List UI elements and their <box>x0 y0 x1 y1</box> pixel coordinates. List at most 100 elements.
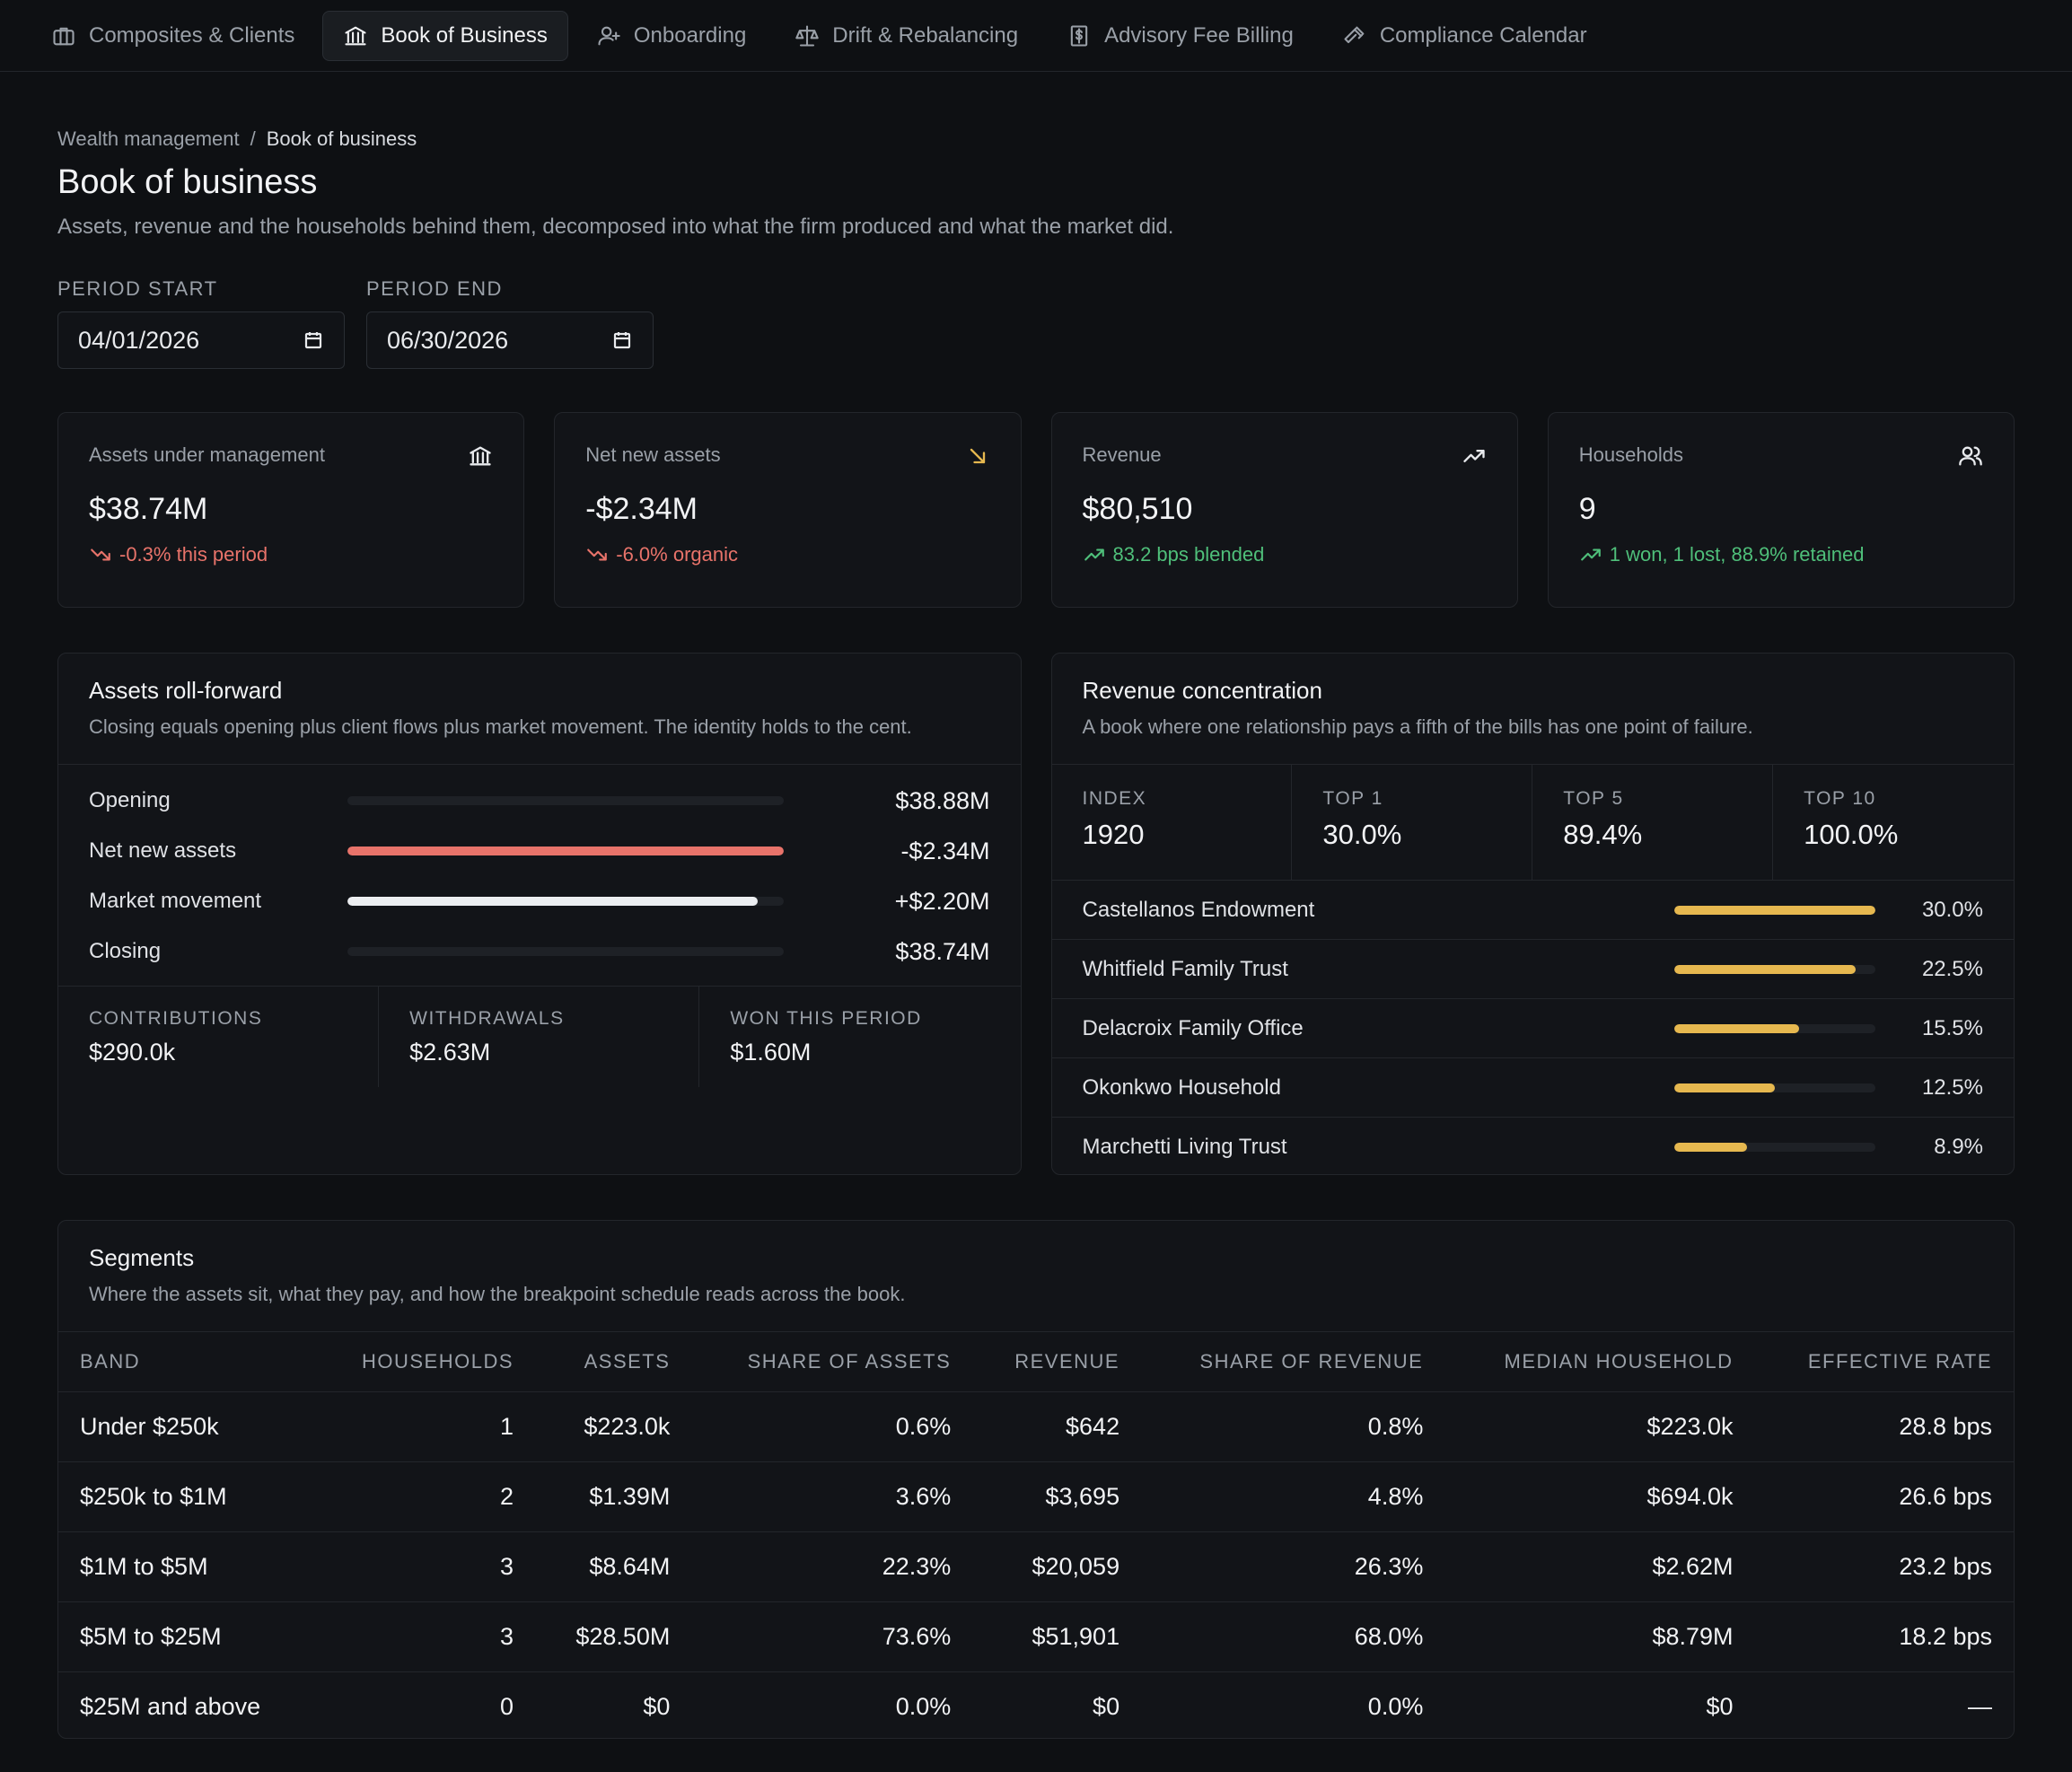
tab-label: Advisory Fee Billing <box>1104 22 1294 48</box>
calendar-icon[interactable] <box>303 329 324 351</box>
share-bar-fill <box>1674 1023 1799 1033</box>
table-row[interactable]: Under $250k 1 $223.0k 0.6% $642 0.8% $223.0k 28… <box>58 1391 2014 1462</box>
segments-title: Segments <box>89 1244 195 1271</box>
column-header[interactable]: MEDIAN HOUSEHOLD <box>1444 1332 1755 1392</box>
kpi-delta-text: -0.3% this period <box>119 543 268 566</box>
period-start-value: 04/01/2026 <box>78 326 200 354</box>
bank-icon <box>345 26 366 45</box>
table-row[interactable]: $1M to $5M 3 $8.64M 22.3% $20,059 26.3% $2.62M… <box>58 1531 2014 1602</box>
column-header[interactable]: EFFECTIVE RATE <box>1754 1332 2014 1392</box>
tab-drift-rebalancing[interactable]: Drift & Rebalancing <box>774 11 1039 61</box>
table-cell: 73.6% <box>691 1601 973 1672</box>
table-row[interactable]: $25M and above 0 $0 0.0% $0 0.0% $0 — <box>58 1671 2014 1738</box>
column-header[interactable]: HOUSEHOLDS <box>312 1332 536 1392</box>
period-end-input[interactable]: 06/30/2026 <box>366 311 654 369</box>
concentration-stats: INDEX 1920 TOP 1 30.0% TOP 5 89.4% TOP 10 100.0… <box>1051 765 2014 881</box>
kpi-card: Revenue $80,510 83.2 bps blended <box>1050 412 1518 608</box>
table-row[interactable]: $5M to $25M 3 $28.50M 73.6% $51,901 68.0% $8.7… <box>58 1601 2014 1672</box>
table-cell: 26.6 bps <box>1754 1461 2014 1532</box>
table-cell: 23.2 bps <box>1754 1531 2014 1602</box>
concentration-row[interactable]: Castellanos Endowment 30.0% <box>1051 881 2014 940</box>
rollforward-bar <box>347 947 784 956</box>
tab-composites-clients[interactable]: Composites & Clients <box>31 11 315 61</box>
table-cell: $223.0k <box>535 1391 692 1462</box>
stat-label: INDEX <box>1082 788 1147 809</box>
table-cell: 68.0% <box>1141 1601 1445 1672</box>
table-cell: $1.39M <box>535 1461 692 1532</box>
client-name: Marchetti Living Trust <box>1082 1135 1287 1159</box>
tab-book-of-business[interactable]: Book of Business <box>322 10 568 61</box>
table-cell: 3.6% <box>691 1461 973 1532</box>
breadcrumb-current: Book of business <box>266 127 417 150</box>
kpi-delta: 1 won, 1 lost, 88.9% retained <box>1579 543 1983 566</box>
tab-label: Book of Business <box>381 22 548 48</box>
share-percent: 8.9% <box>1934 1135 1983 1159</box>
kpi-delta: -6.0% organic <box>585 543 989 566</box>
top-nav: Composites & Clients Book of Business Onbo… <box>0 0 2072 72</box>
stat-value: 1920 <box>1082 819 1145 850</box>
kpi-cards: Assets under management $38.74M -0.3% this… <box>57 412 2015 608</box>
concentration-stat: INDEX 1920 <box>1052 765 1293 880</box>
tab-onboarding[interactable]: Onboarding <box>575 11 767 61</box>
kpi-delta-text: 1 won, 1 lost, 88.9% retained <box>1609 543 1865 566</box>
rollforward-value: $38.88M <box>895 786 990 814</box>
stat-label: TOP 10 <box>1804 788 1876 809</box>
table-cell: $250k to $1M <box>58 1461 313 1532</box>
breadcrumb: Wealth management / Book of business <box>57 127 2015 151</box>
concentration-row[interactable]: Whitfield Family Trust 22.5% <box>1051 940 2014 999</box>
column-header[interactable]: SHARE OF ASSETS <box>691 1332 973 1392</box>
rollforward-row: Net new assets -$2.34M <box>89 826 990 876</box>
column-header[interactable]: REVENUE <box>972 1332 1142 1392</box>
calendar-icon[interactable] <box>611 329 633 351</box>
concentration-row[interactable]: Marchetti Living Trust 8.9% <box>1052 1118 2015 1174</box>
tab-label: Onboarding <box>633 22 747 48</box>
rollforward-stat: CONTRIBUTIONS $290.0k <box>58 987 380 1087</box>
table-cell: $2.62M <box>1444 1531 1755 1602</box>
share-bar <box>1674 1143 1875 1152</box>
kpi-label: Households <box>1578 443 1683 466</box>
rollforward-subtitle: Closing equals opening plus client flows… <box>89 715 912 738</box>
period-start-input[interactable]: 04/01/2026 <box>57 311 345 369</box>
client-name: Whitfield Family Trust <box>1082 956 1288 981</box>
table-row[interactable]: $250k to $1M 2 $1.39M 3.6% $3,695 4.8% $694.0k… <box>58 1461 2014 1532</box>
breadcrumb-parent[interactable]: Wealth management <box>57 127 240 150</box>
trending-up-icon <box>1084 548 1104 561</box>
concentration-row[interactable]: Okonkwo Household 12.5% <box>1051 1058 2014 1118</box>
concentration-subtitle: A book where one relationship pays a fif… <box>1082 715 1753 738</box>
share-bar-fill <box>1674 905 1875 915</box>
rollforward-value: +$2.20M <box>894 887 990 915</box>
table-cell: 0.0% <box>1367 1692 1424 1720</box>
share-bar <box>1674 905 1875 915</box>
tab-compliance-calendar[interactable]: Compliance Calendar <box>1321 11 1608 61</box>
table-cell: $0 <box>643 1692 671 1720</box>
page-content: Wealth management / Book of business Boo… <box>0 127 2072 1739</box>
concentration-title: Revenue concentration <box>1082 677 1322 704</box>
column-header[interactable]: SHARE OF REVENUE <box>1141 1332 1445 1392</box>
kpi-delta-text: -6.0% organic <box>616 543 738 566</box>
rollforward-row: Market movement +$2.20M <box>89 876 990 926</box>
share-bar <box>1674 1023 1875 1033</box>
share-bar-fill <box>1674 1083 1775 1092</box>
rollforward-label: Opening <box>89 788 171 812</box>
stat-value: $290.0k <box>89 1039 176 1066</box>
tab-advisory-fee-billing[interactable]: Advisory Fee Billing <box>1046 11 1314 61</box>
period-start-label: PERIOD START <box>57 277 218 300</box>
share-percent: 30.0% <box>1921 897 1983 922</box>
segments-table: BAND HOUSEHOLDS ASSETS SHARE OF ASSETS REVEN… <box>58 1332 2014 1738</box>
stat-label: TOP 1 <box>1322 788 1383 809</box>
concentration-list: Castellanos Endowment 30.0% Whitfield Fami… <box>1051 881 2015 1174</box>
rollforward-bar <box>347 847 784 855</box>
column-header[interactable]: BAND <box>58 1332 313 1392</box>
share-bar-fill <box>1674 1143 1747 1152</box>
concentration-stat: TOP 10 100.0% <box>1773 765 2014 880</box>
kpi-delta-text: 83.2 bps blended <box>1112 543 1265 566</box>
concentration-row[interactable]: Delacroix Family Office 15.5% <box>1051 999 2014 1058</box>
tab-label: Composites & Clients <box>89 22 295 48</box>
period-start-field: PERIOD START 04/01/2026 <box>57 277 345 369</box>
column-header[interactable]: ASSETS <box>535 1332 692 1392</box>
kpi-value: 9 <box>1578 492 1596 526</box>
breadcrumb-separator: / <box>250 127 256 150</box>
analysis-row: Assets roll-forward Closing equals openi… <box>57 653 2015 1175</box>
rollforward-stat: WITHDRAWALS $2.63M <box>379 987 700 1087</box>
rollforward-panel: Assets roll-forward Closing equals openi… <box>57 653 1022 1175</box>
